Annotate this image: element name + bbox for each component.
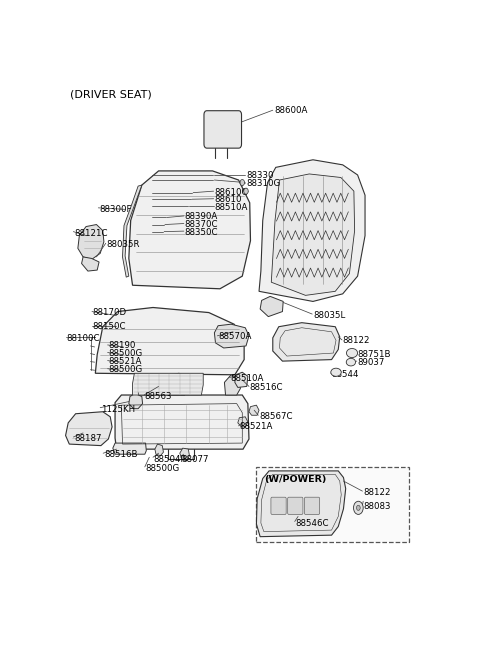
Text: 88567C: 88567C — [259, 412, 292, 420]
Text: 88390A: 88390A — [185, 212, 218, 221]
Text: 88500G: 88500G — [108, 349, 143, 358]
Text: 88330: 88330 — [246, 171, 274, 181]
Polygon shape — [82, 257, 99, 271]
Circle shape — [357, 505, 360, 510]
Text: 88546C: 88546C — [296, 518, 329, 528]
Text: 88510A: 88510A — [215, 203, 248, 212]
Polygon shape — [122, 185, 142, 277]
Text: (W/POWER): (W/POWER) — [264, 475, 326, 484]
FancyBboxPatch shape — [271, 497, 286, 514]
Text: 88077: 88077 — [181, 455, 209, 464]
Text: 88521A: 88521A — [240, 422, 273, 432]
Polygon shape — [115, 395, 249, 449]
Polygon shape — [166, 373, 190, 395]
Polygon shape — [180, 448, 190, 461]
Text: 88500G: 88500G — [145, 464, 180, 473]
Text: 88610: 88610 — [215, 195, 242, 204]
Text: 1125KH: 1125KH — [101, 405, 135, 414]
Text: 88310G: 88310G — [246, 179, 280, 188]
Text: 88100C: 88100C — [67, 334, 100, 343]
Text: 88751B: 88751B — [358, 350, 391, 359]
Text: 88300F: 88300F — [99, 205, 132, 214]
Text: 88122: 88122 — [343, 336, 370, 346]
Polygon shape — [96, 307, 244, 374]
FancyBboxPatch shape — [288, 497, 303, 514]
Ellipse shape — [346, 358, 356, 366]
Text: 88083: 88083 — [363, 502, 391, 510]
Text: 88121C: 88121C — [74, 229, 108, 238]
Text: 88544: 88544 — [332, 370, 359, 379]
Polygon shape — [215, 324, 249, 348]
Text: 88510A: 88510A — [230, 374, 264, 383]
Text: 88187: 88187 — [74, 434, 102, 443]
Polygon shape — [132, 373, 203, 395]
Polygon shape — [225, 374, 240, 395]
Text: 88150C: 88150C — [93, 322, 126, 331]
Ellipse shape — [331, 368, 341, 376]
Text: 88350C: 88350C — [185, 227, 218, 237]
FancyBboxPatch shape — [304, 497, 320, 514]
Text: 88500G: 88500G — [108, 365, 143, 374]
Text: 88516C: 88516C — [250, 383, 283, 392]
Circle shape — [353, 501, 363, 514]
Polygon shape — [273, 323, 340, 361]
Polygon shape — [156, 381, 165, 392]
Polygon shape — [238, 417, 248, 427]
Polygon shape — [256, 471, 346, 537]
Polygon shape — [259, 160, 365, 302]
Text: 88035R: 88035R — [107, 240, 140, 249]
Text: 88170D: 88170D — [93, 308, 127, 317]
Text: 88504P: 88504P — [154, 455, 186, 464]
Text: 88370C: 88370C — [185, 220, 218, 229]
Text: 88521A: 88521A — [108, 357, 142, 366]
Ellipse shape — [347, 348, 358, 357]
Polygon shape — [129, 394, 143, 409]
Polygon shape — [113, 443, 146, 454]
FancyBboxPatch shape — [256, 467, 409, 542]
FancyBboxPatch shape — [204, 111, 241, 148]
Text: 88570A: 88570A — [218, 332, 252, 342]
Circle shape — [244, 188, 248, 194]
Polygon shape — [66, 412, 112, 445]
Text: 88122: 88122 — [363, 487, 391, 497]
Polygon shape — [129, 171, 251, 289]
Text: 88600A: 88600A — [274, 106, 307, 115]
Text: 88516B: 88516B — [104, 450, 137, 459]
Text: 89037: 89037 — [358, 357, 385, 367]
Polygon shape — [155, 444, 163, 456]
Polygon shape — [271, 174, 355, 296]
Text: (DRIVER SEAT): (DRIVER SEAT) — [71, 90, 152, 100]
Text: 88035L: 88035L — [313, 311, 345, 320]
Text: 88190: 88190 — [108, 342, 136, 350]
Text: 88610C: 88610C — [215, 188, 248, 196]
Polygon shape — [260, 296, 283, 317]
Polygon shape — [249, 405, 259, 415]
Text: 88563: 88563 — [145, 392, 172, 401]
Polygon shape — [78, 225, 104, 260]
Polygon shape — [235, 373, 248, 388]
Circle shape — [240, 179, 244, 185]
